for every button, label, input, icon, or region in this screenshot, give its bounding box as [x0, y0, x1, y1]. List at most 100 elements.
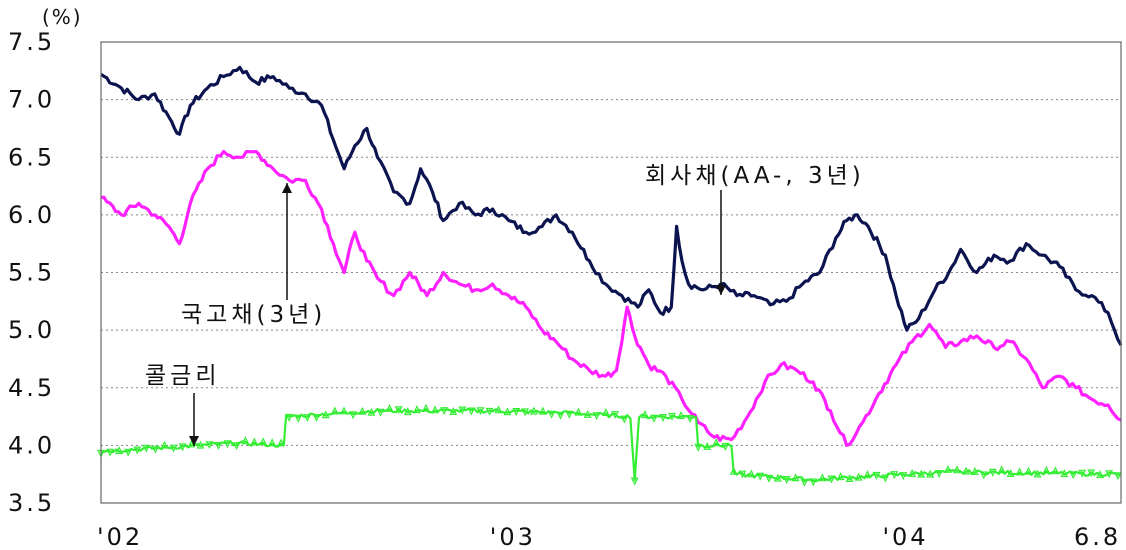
call-rate-marker — [367, 407, 376, 416]
call-rate-marker — [712, 438, 721, 447]
call-rate-marker — [440, 407, 449, 416]
call-rate-marker — [169, 444, 178, 453]
call-rate-marker — [773, 473, 782, 482]
call-rate-marker — [1051, 466, 1060, 475]
call-rate-marker — [285, 413, 294, 422]
call-rate-marker — [115, 446, 124, 455]
call-rate-marker — [1060, 469, 1069, 477]
y-tick-label: 4.0 — [8, 431, 55, 459]
call-rate-marker — [106, 448, 115, 457]
arrow-head-icon — [716, 285, 726, 295]
call-rate-marker — [160, 440, 169, 449]
call-rate-marker — [142, 444, 151, 453]
y-tick-label: 3.5 — [8, 489, 55, 517]
call-rate-marker — [899, 472, 908, 481]
call-rate-marker — [630, 477, 639, 486]
call-rate-marker — [611, 411, 620, 420]
call-rate-marker — [935, 470, 944, 478]
call-rate-markers — [97, 403, 1122, 487]
x-tick-label: '02 — [97, 523, 143, 550]
call-rate-marker — [988, 468, 997, 477]
call-rate-marker — [854, 472, 863, 481]
call-rate-marker — [124, 448, 133, 457]
call-rate-marker — [686, 415, 694, 423]
call-rate-marker — [503, 407, 512, 416]
series-annotations: 회사채(AA-, 3년) 국고채(3년) 콜금리 — [145, 163, 861, 446]
call-rate-marker — [178, 443, 187, 452]
y-tick-label: 7.0 — [8, 86, 55, 114]
call-rate-marker — [133, 446, 142, 455]
call-rate-marker — [412, 405, 421, 414]
call-rate-marker — [538, 406, 547, 415]
call-rate-marker — [529, 406, 538, 415]
call-rate-marker — [970, 467, 979, 475]
call-rate-marker — [547, 410, 556, 419]
annotation-label: 국고채(3년) — [181, 302, 326, 328]
call-rate-marker — [512, 408, 521, 416]
call-rate-marker — [358, 406, 367, 415]
call-rate-marker — [232, 442, 241, 451]
call-rate-marker — [330, 406, 339, 415]
call-rate-marker — [1069, 471, 1078, 480]
call-rate-marker — [791, 473, 800, 482]
y-tick-label: 5.5 — [8, 259, 55, 287]
call-rate-marker — [738, 470, 747, 479]
call-rate-marker — [881, 474, 890, 483]
series-line-0 — [100, 65, 1123, 346]
call-rate-marker — [494, 405, 503, 414]
x-tick-label: '03 — [490, 523, 536, 550]
call-rate-marker — [403, 407, 412, 416]
call-rate-marker — [1024, 466, 1033, 475]
call-rate-marker — [268, 438, 277, 447]
call-rate-marker — [800, 478, 809, 487]
call-rate-marker — [205, 441, 214, 450]
call-rate-marker — [979, 471, 988, 480]
call-rate-marker — [312, 414, 321, 422]
call-rate-marker — [961, 466, 970, 475]
call-rate-marker — [196, 440, 205, 449]
call-rate-marker — [818, 473, 827, 482]
call-rate-marker — [650, 414, 658, 423]
call-rate-marker — [836, 472, 845, 481]
call-rate-marker — [565, 410, 574, 419]
call-rate-marker — [1096, 470, 1105, 479]
call-rate-marker — [677, 411, 685, 419]
call-rate-marker — [259, 437, 268, 446]
call-rate-marker — [385, 403, 394, 412]
x-tick-label: 6.8 — [1074, 523, 1121, 550]
call-rate-marker — [944, 464, 952, 473]
call-rate-marker — [376, 408, 385, 417]
call-rate-marker — [729, 466, 738, 475]
call-rate-marker — [223, 440, 232, 449]
call-rate-marker — [845, 474, 854, 482]
call-rate-marker — [556, 411, 565, 420]
call-rate-marker — [592, 412, 601, 421]
call-rate-marker — [1114, 472, 1122, 481]
call-rate-marker — [1078, 469, 1087, 478]
call-rate-marker — [926, 469, 935, 478]
call-rate-marker — [703, 441, 712, 450]
series-line-1 — [100, 149, 1122, 447]
call-rate-marker — [1105, 470, 1114, 479]
call-rate-marker — [151, 445, 160, 454]
call-rate-marker — [583, 409, 592, 418]
call-rate-marker — [1087, 469, 1096, 478]
plot-frame — [100, 41, 1122, 504]
call-rate-marker — [277, 438, 285, 447]
call-rate-marker — [641, 410, 649, 419]
annotation-label: 콜금리 — [145, 363, 220, 389]
call-rate-marker — [467, 407, 476, 416]
call-rate-marker — [303, 414, 312, 423]
y-unit-label: (%) — [42, 5, 83, 29]
call-rate-marker — [620, 415, 629, 424]
x-tick-label: '04 — [882, 523, 928, 550]
y-tick-label: 6.0 — [8, 201, 55, 229]
call-rate-marker — [449, 407, 458, 415]
call-rate-marker — [721, 442, 730, 451]
call-rate-marker — [747, 469, 756, 478]
call-rate-marker — [668, 412, 676, 421]
call-rate-marker — [917, 469, 926, 478]
y-tick-label: 7.5 — [8, 28, 55, 56]
call-rate-marker — [214, 442, 223, 450]
